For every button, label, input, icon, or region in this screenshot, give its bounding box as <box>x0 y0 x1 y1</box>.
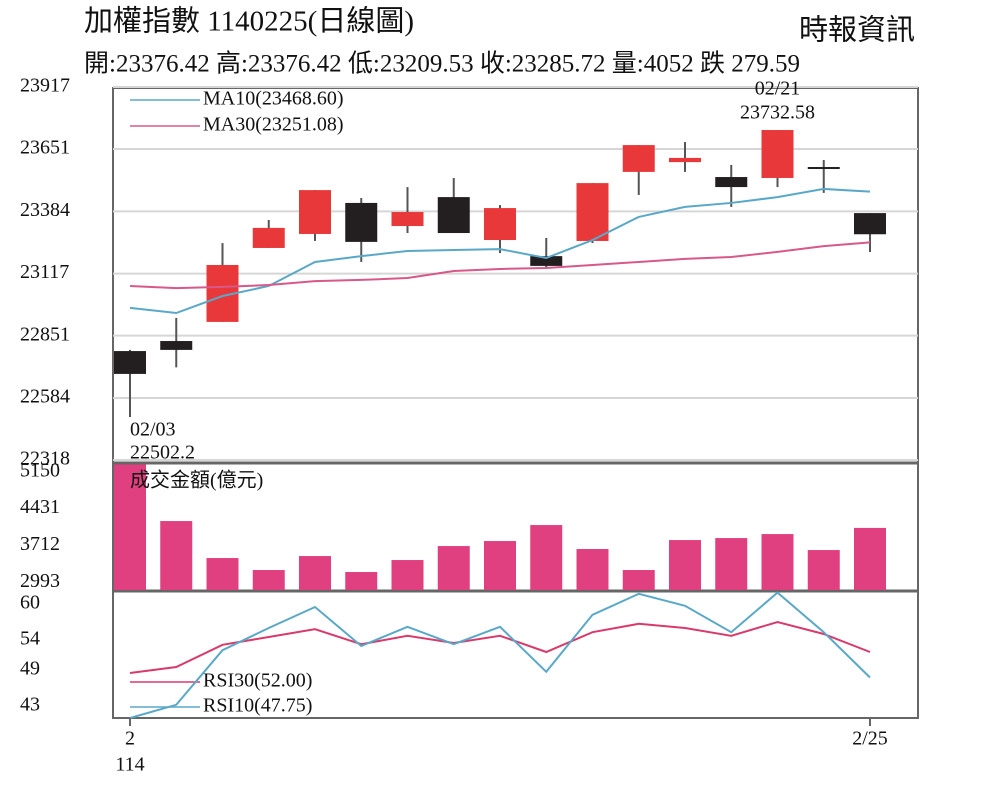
legend-label: RSI10(47.75) <box>203 695 312 717</box>
series-line <box>129 187 871 315</box>
series-line <box>129 591 871 719</box>
y-tick-label: 2993 <box>20 570 60 592</box>
legend-label: RSI30(52.00) <box>203 670 312 692</box>
bar <box>391 560 424 590</box>
candle-body <box>437 197 470 234</box>
bar <box>299 556 331 590</box>
source: 時報資訊 <box>799 14 915 47</box>
bar <box>160 521 193 590</box>
legend-label: 成交金額(億元) <box>130 469 263 492</box>
candle-body <box>299 190 331 234</box>
y-tick-label: 22584 <box>20 386 70 408</box>
candle-body <box>715 177 748 188</box>
bar <box>437 546 470 590</box>
bar <box>622 570 655 590</box>
y-tick-label: 5150 <box>20 459 60 481</box>
candle-body <box>854 213 886 235</box>
bar <box>484 541 516 590</box>
series-line <box>129 241 871 290</box>
y-tick-label: 23651 <box>20 137 70 159</box>
plot-frame <box>112 87 919 719</box>
y-tick-label: 23917 <box>20 75 70 97</box>
y-tick-label: 4431 <box>20 496 60 518</box>
series-line <box>129 620 871 674</box>
y-tick-label: 54 <box>20 628 40 650</box>
annotation-value: 22502.2 <box>130 442 195 464</box>
bar <box>530 525 563 590</box>
y-tick-label: 49 <box>20 658 40 680</box>
y-tick-label: 43 <box>20 694 40 716</box>
legend-label: MA30(23251.08) <box>203 114 344 136</box>
y-tick-label: 22851 <box>20 323 70 345</box>
candle-body <box>807 167 840 170</box>
y-tick-label: 3712 <box>20 533 60 555</box>
x-tick-label: 2 <box>125 728 135 750</box>
annotation-date: 02/21 <box>755 78 801 100</box>
candle-body <box>622 145 655 172</box>
candle-body <box>160 341 193 350</box>
candle-body <box>252 227 285 248</box>
y-tick-label: 23117 <box>20 261 69 283</box>
candle-body <box>530 256 563 266</box>
stats-line: 開:23376.42 高:23376.42 低:23209.53 收:23285… <box>84 50 800 78</box>
bar <box>345 572 378 590</box>
chart-title: 加權指數 1140225(日線圖) <box>84 5 414 38</box>
candle-body <box>576 183 609 241</box>
bar <box>854 527 886 590</box>
bar <box>669 540 701 590</box>
x-tick-label: 2/25 <box>852 728 888 750</box>
legend-label: MA10(23468.60) <box>203 88 344 110</box>
candle-body <box>484 208 516 241</box>
candle-body <box>391 212 424 227</box>
candle-body <box>669 157 701 163</box>
bar <box>715 538 748 590</box>
bar <box>576 549 609 590</box>
bar <box>206 558 239 590</box>
annotation-value: 23732.58 <box>740 102 815 124</box>
y-tick-label: 22318 <box>20 448 70 470</box>
bar <box>761 534 794 590</box>
annotation-date: 02/03 <box>130 419 176 441</box>
candle-body <box>761 130 794 178</box>
candle-body <box>114 351 146 374</box>
x-year-label: 114 <box>115 754 144 776</box>
y-tick-label: 23384 <box>20 199 70 221</box>
y-tick-label: 60 <box>20 592 40 614</box>
bar <box>114 464 146 590</box>
bar <box>807 550 840 590</box>
candle-body <box>345 202 378 242</box>
bar <box>252 570 285 590</box>
